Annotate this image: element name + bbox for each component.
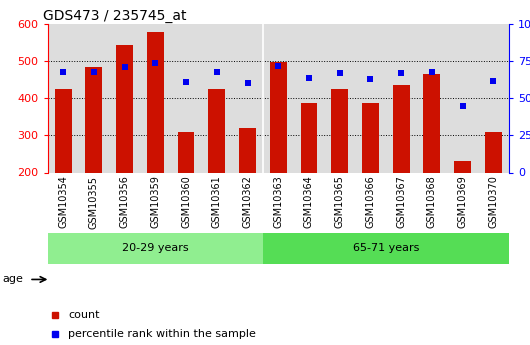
Bar: [331, 89, 348, 172]
Bar: [48, 233, 263, 264]
Point: [213, 69, 221, 75]
Point: [90, 69, 98, 75]
Text: percentile rank within the sample: percentile rank within the sample: [68, 329, 257, 339]
Point: [305, 75, 313, 80]
Text: GSM10365: GSM10365: [335, 176, 344, 228]
Text: GSM10356: GSM10356: [120, 176, 129, 228]
Bar: [393, 85, 410, 172]
Text: GSM10367: GSM10367: [396, 176, 406, 228]
Text: GSM10366: GSM10366: [366, 176, 375, 228]
Point: [428, 69, 436, 75]
Bar: [116, 45, 133, 172]
Bar: [85, 67, 102, 172]
Point: [182, 79, 190, 85]
Bar: [270, 62, 287, 172]
Bar: [147, 32, 164, 173]
Text: GSM10354: GSM10354: [58, 176, 68, 228]
Text: GSM10355: GSM10355: [89, 176, 99, 228]
Text: GSM10369: GSM10369: [458, 176, 467, 228]
Text: GSM10368: GSM10368: [427, 176, 437, 228]
Bar: [178, 132, 195, 172]
Text: 65-71 years: 65-71 years: [352, 244, 419, 253]
Point: [397, 70, 405, 76]
Bar: [423, 74, 440, 172]
Point: [151, 60, 160, 66]
Bar: [454, 161, 471, 172]
Text: count: count: [68, 310, 100, 320]
Text: GSM10359: GSM10359: [151, 176, 160, 228]
Text: GSM10370: GSM10370: [489, 176, 498, 228]
Point: [366, 76, 375, 82]
Text: GSM10363: GSM10363: [273, 176, 283, 228]
Bar: [263, 233, 509, 264]
Bar: [55, 89, 72, 172]
Point: [335, 70, 344, 76]
Point: [243, 81, 252, 86]
Bar: [301, 103, 317, 172]
Text: GSM10362: GSM10362: [243, 176, 252, 228]
Point: [274, 63, 282, 68]
Bar: [485, 132, 502, 172]
Text: GSM10364: GSM10364: [304, 176, 314, 228]
Bar: [208, 89, 225, 172]
Point: [458, 103, 467, 108]
Text: 20-29 years: 20-29 years: [122, 244, 189, 253]
Bar: [239, 128, 256, 172]
Bar: [362, 103, 379, 172]
Point: [120, 65, 129, 70]
Text: GSM10361: GSM10361: [212, 176, 222, 228]
Point: [59, 69, 67, 75]
Point: [489, 78, 498, 83]
Text: age: age: [3, 275, 23, 284]
Text: GDS473 / 235745_at: GDS473 / 235745_at: [43, 9, 187, 23]
Text: GSM10360: GSM10360: [181, 176, 191, 228]
